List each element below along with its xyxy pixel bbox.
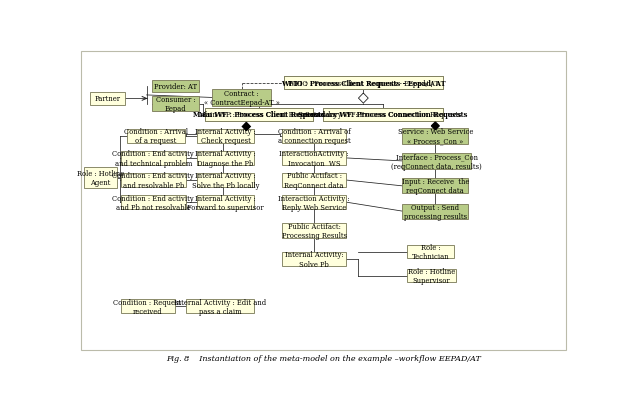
FancyBboxPatch shape [323,108,443,121]
FancyBboxPatch shape [323,108,443,121]
FancyBboxPatch shape [90,92,125,106]
FancyBboxPatch shape [197,173,254,188]
Text: Internal Activity :
Check request: Internal Activity : Check request [195,128,256,145]
FancyBboxPatch shape [212,90,271,106]
FancyBboxPatch shape [284,77,443,90]
FancyBboxPatch shape [283,173,346,188]
FancyBboxPatch shape [283,129,346,144]
FancyBboxPatch shape [186,299,254,314]
Text: Partner: Partner [94,95,121,103]
Text: Main WF : Process Client Requests: Main WF : Process Client Requests [193,111,325,119]
FancyBboxPatch shape [403,128,468,144]
FancyBboxPatch shape [121,173,186,188]
Text: Contract :
« ContractEepad-AT »: Contract : « ContractEepad-AT » [204,90,279,107]
FancyBboxPatch shape [205,108,313,121]
Text: WFIO : Process Client Requests - Eepad/ AT: WFIO : Process Client Requests - Eepad/ … [281,79,446,88]
Text: Condition : Request
received: Condition : Request received [114,298,181,315]
FancyBboxPatch shape [152,81,199,93]
Text: Internal Activity : Edit and
pass a claim: Internal Activity : Edit and pass a clai… [174,298,266,315]
Text: Interaction Activity :
Reply Web Service: Interaction Activity : Reply Web Service [278,194,350,211]
Text: Main WF : Process Client Requests: Main WF : Process Client Requests [198,111,320,119]
Text: Secondary WF: Process Connection Requests: Secondary WF: Process Connection Request… [298,111,468,119]
Text: Condition : End activity
and technical problem: Condition : End activity and technical p… [112,150,194,167]
Text: Condition : Arrival
of a request: Condition : Arrival of a request [124,128,188,145]
FancyBboxPatch shape [283,196,346,210]
FancyBboxPatch shape [283,252,346,266]
FancyBboxPatch shape [284,77,443,90]
Text: WFIO : Process Client Requests - Eepad/ AT: WFIO : Process Client Requests - Eepad/ … [288,79,439,88]
Text: Internal Activity:
Solve Pb: Internal Activity: Solve Pb [285,251,343,268]
Text: Internal Activity :
Diagnose the Pb: Internal Activity : Diagnose the Pb [195,150,256,167]
FancyBboxPatch shape [152,97,199,112]
Text: Role :
Technician: Role : Technician [411,243,449,261]
Text: Public Actifact :
ReqConnect data: Public Actifact : ReqConnect data [284,172,344,189]
FancyBboxPatch shape [205,108,313,121]
Text: Role : Hotline
Agent: Role : Hotline Agent [77,170,124,187]
FancyBboxPatch shape [197,151,254,166]
Text: Input : Receive  the
reqConnect data: Input : Receive the reqConnect data [402,178,469,195]
Text: Internal Activity :
Forward to supervisor: Internal Activity : Forward to superviso… [187,194,264,211]
FancyBboxPatch shape [407,245,454,258]
Text: Interface : Process_Con
(reqConnect data, results): Interface : Process_Con (reqConnect data… [391,153,482,170]
Text: Internal Activity :
Solve the Pb locally: Internal Activity : Solve the Pb locally [191,172,259,189]
Text: Condition : End activity
and resolvable Pb: Condition : End activity and resolvable … [112,172,194,189]
Text: Fig. 8    Instantiation of the meta-model on the example –workflow EEPAD/AT: Fig. 8 Instantiation of the meta-model o… [166,354,482,362]
Text: Consumer :
Eepad: Consumer : Eepad [156,96,195,113]
Polygon shape [243,123,250,131]
Text: Secondary WF: Process Connection Requests: Secondary WF: Process Connection Request… [305,111,461,119]
FancyBboxPatch shape [407,270,456,283]
FancyBboxPatch shape [121,151,186,166]
FancyBboxPatch shape [283,224,346,238]
Polygon shape [432,123,439,130]
FancyBboxPatch shape [403,154,471,169]
FancyBboxPatch shape [197,196,254,210]
Polygon shape [358,94,368,104]
Text: Condition : Arrival of
a connection request: Condition : Arrival of a connection requ… [277,128,351,145]
FancyBboxPatch shape [121,196,186,210]
FancyBboxPatch shape [197,129,254,144]
FancyBboxPatch shape [82,52,566,350]
FancyBboxPatch shape [403,179,468,194]
FancyBboxPatch shape [121,299,174,314]
Text: Condition : End activity
and Pb not resolvable: Condition : End activity and Pb not reso… [112,194,194,211]
Text: Service : Web Service
« Process_Con »: Service : Web Service « Process_Con » [398,128,473,145]
FancyBboxPatch shape [127,129,185,144]
Text: Public Actifact:
Processing Results: Public Actifact: Processing Results [281,222,347,240]
Text: Role : Hotline
Supervisor: Role : Hotline Supervisor [408,267,455,285]
Text: InteractionActivity :
Invocation  WS: InteractionActivity : Invocation WS [279,150,349,167]
Text: Provider: AT: Provider: AT [154,83,197,91]
Text: Output : Send
processing results: Output : Send processing results [404,203,467,220]
FancyBboxPatch shape [283,151,346,166]
FancyBboxPatch shape [84,168,117,189]
FancyBboxPatch shape [403,204,468,219]
